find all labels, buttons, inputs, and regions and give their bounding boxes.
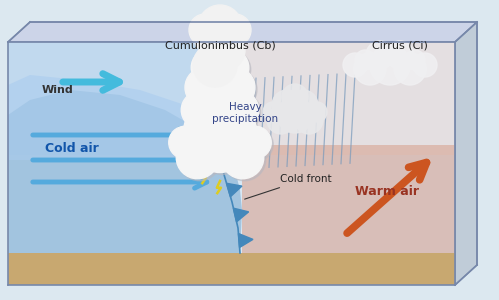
- Circle shape: [239, 126, 271, 159]
- Text: Cold air: Cold air: [45, 142, 99, 155]
- Circle shape: [213, 51, 251, 88]
- Circle shape: [221, 91, 259, 129]
- Circle shape: [198, 55, 243, 100]
- Polygon shape: [213, 136, 229, 149]
- Polygon shape: [220, 159, 235, 172]
- Circle shape: [184, 106, 231, 154]
- Text: Heavy
precipitation: Heavy precipitation: [212, 102, 278, 124]
- Circle shape: [198, 5, 242, 49]
- Polygon shape: [8, 42, 455, 285]
- Circle shape: [194, 21, 226, 53]
- Circle shape: [295, 106, 323, 134]
- Polygon shape: [8, 22, 477, 42]
- Circle shape: [197, 74, 247, 124]
- Circle shape: [272, 90, 302, 120]
- Polygon shape: [8, 90, 242, 253]
- Polygon shape: [8, 42, 220, 155]
- Circle shape: [288, 90, 318, 120]
- Circle shape: [193, 43, 237, 87]
- Polygon shape: [234, 208, 249, 222]
- Circle shape: [183, 93, 221, 131]
- Circle shape: [186, 108, 233, 156]
- Circle shape: [405, 50, 425, 70]
- Circle shape: [198, 95, 243, 140]
- Circle shape: [195, 119, 250, 175]
- Polygon shape: [8, 253, 455, 285]
- Circle shape: [191, 49, 229, 86]
- Polygon shape: [227, 183, 242, 197]
- Circle shape: [215, 68, 255, 107]
- Text: Wind: Wind: [42, 85, 74, 95]
- Circle shape: [366, 41, 394, 69]
- Polygon shape: [209, 115, 224, 129]
- Circle shape: [211, 49, 249, 86]
- Circle shape: [209, 106, 256, 154]
- Circle shape: [185, 68, 225, 107]
- Polygon shape: [455, 22, 477, 285]
- Circle shape: [221, 136, 264, 179]
- Circle shape: [193, 51, 231, 88]
- Polygon shape: [220, 42, 455, 155]
- Text: Cold front: Cold front: [245, 174, 332, 199]
- Circle shape: [200, 57, 245, 102]
- Polygon shape: [242, 145, 455, 253]
- Circle shape: [219, 14, 251, 46]
- Polygon shape: [239, 233, 253, 248]
- Circle shape: [370, 45, 410, 85]
- Circle shape: [267, 106, 295, 134]
- Circle shape: [263, 102, 283, 122]
- Text: Cumulonimbus (Cb): Cumulonimbus (Cb): [165, 40, 275, 50]
- Circle shape: [307, 102, 327, 122]
- Circle shape: [189, 14, 221, 46]
- Circle shape: [169, 126, 201, 159]
- Circle shape: [241, 128, 273, 161]
- Circle shape: [355, 50, 375, 70]
- Circle shape: [215, 20, 245, 50]
- Circle shape: [205, 30, 245, 70]
- Circle shape: [386, 41, 414, 69]
- Circle shape: [211, 108, 258, 156]
- Circle shape: [223, 93, 261, 131]
- Circle shape: [354, 53, 386, 85]
- Circle shape: [217, 70, 257, 110]
- Text: Warm air: Warm air: [355, 185, 419, 198]
- Circle shape: [277, 97, 313, 133]
- Circle shape: [181, 91, 219, 129]
- Circle shape: [394, 53, 426, 85]
- Circle shape: [171, 128, 203, 161]
- Circle shape: [193, 118, 248, 172]
- Circle shape: [282, 84, 308, 110]
- Circle shape: [176, 136, 219, 179]
- Circle shape: [343, 53, 367, 77]
- Text: Cirrus (Ci): Cirrus (Ci): [372, 40, 428, 50]
- Circle shape: [413, 53, 437, 77]
- Polygon shape: [8, 75, 235, 160]
- Circle shape: [195, 73, 245, 122]
- Circle shape: [178, 138, 221, 181]
- Circle shape: [223, 138, 266, 181]
- Circle shape: [200, 97, 245, 142]
- Circle shape: [187, 70, 227, 110]
